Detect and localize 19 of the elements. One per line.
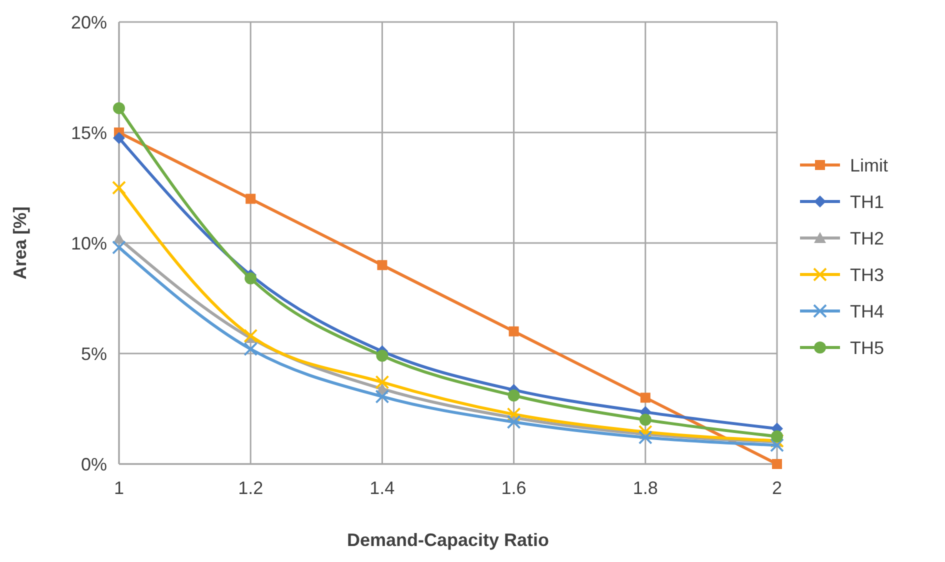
y-tick-label: 0% [80, 454, 107, 474]
y-tick-label: 15% [70, 122, 107, 143]
legend-label: TH2 [850, 228, 884, 248]
legend-label: TH4 [850, 301, 884, 322]
x-tick-label: 2 [772, 478, 782, 498]
y-tick-label: 20% [70, 12, 107, 32]
x-tick-label: 1.2 [238, 478, 264, 498]
legend-label: TH5 [850, 338, 884, 358]
x-tick-label: 1.4 [370, 478, 395, 498]
x-axis-title: Demand-Capacity Ratio [346, 530, 550, 550]
y-tick-label: 5% [80, 344, 107, 364]
legend-label: Limit [850, 155, 888, 176]
x-tick-label: 1 [114, 478, 124, 498]
x-tick-label: 1.6 [501, 478, 526, 498]
y-tick-label: 10% [70, 233, 107, 254]
legend-label: TH3 [850, 264, 884, 285]
x-tick-label: 1.8 [632, 478, 658, 498]
legend-label: TH1 [850, 192, 884, 212]
y-axis-title: Area [%] [10, 206, 30, 280]
